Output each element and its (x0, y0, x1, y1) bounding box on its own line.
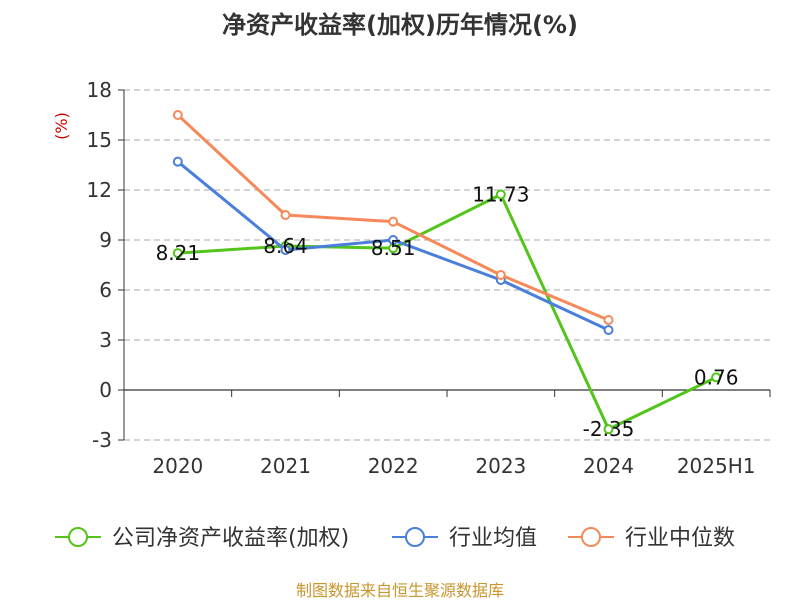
data-point (495, 270, 506, 280)
y-tick-label: 0 (99, 378, 112, 402)
data-point (603, 424, 614, 435)
grid-lines (124, 89, 770, 441)
legend: 公司净资产收益率(加权) 行业均值 行业中位数 (55, 526, 735, 551)
data-labels: 8.21 8.64 8.51 11.73 -2.35 0.76 (156, 183, 739, 442)
data-point (711, 372, 722, 383)
source-note: 制图数据来自恒生聚源数据库 (296, 581, 504, 600)
y-tick-label: 18 (87, 78, 112, 102)
data-label: -2.35 (583, 417, 635, 441)
legend-marker (581, 527, 601, 547)
data-point (603, 325, 614, 335)
x-tick-label: 2021 (260, 454, 311, 478)
data-label: 8.21 (156, 241, 201, 265)
y-axis-unit-label: (%) (52, 112, 71, 140)
legend-label: 公司净资产收益率(加权) (112, 526, 349, 551)
y-tick-label: 3 (99, 328, 112, 352)
y-tick-label: 12 (87, 178, 112, 202)
axes: 18 15 12 9 6 3 0 -3 2020 2021 2022 2023 2024 2025H1 (87, 78, 771, 478)
series-line (177, 193, 717, 431)
data-label: 8.64 (263, 234, 308, 258)
data-label: 8.51 (371, 236, 416, 260)
y-tick-label: -3 (92, 428, 112, 452)
data-point (388, 235, 399, 245)
y-tick-label: 9 (99, 228, 112, 252)
legend-label: 行业中位数 (625, 526, 735, 551)
data-point (388, 216, 399, 227)
y-tick-label: 6 (99, 278, 112, 302)
chart-title: 净资产收益率(加权)历年情况(%) (222, 11, 578, 39)
legend-marker (405, 527, 425, 547)
x-tick-label: 2023 (475, 454, 526, 478)
x-tick-label: 2024 (583, 454, 634, 478)
y-tick-label: 15 (87, 128, 112, 152)
series-lines (172, 110, 722, 435)
legend-marker (68, 527, 88, 547)
data-point (280, 210, 291, 220)
data-point (603, 315, 614, 325)
data-point (172, 156, 183, 167)
data-label: 11.73 (472, 183, 529, 207)
data-point (172, 248, 183, 259)
x-tick-label: 2020 (152, 454, 203, 478)
x-tick-label: 2025H1 (677, 454, 756, 478)
data-point (280, 245, 291, 255)
data-point (495, 189, 506, 200)
x-tick-label: 2022 (368, 454, 419, 478)
legend-label: 行业均值 (449, 526, 537, 551)
data-point (172, 110, 183, 120)
data-label: 0.76 (694, 365, 739, 389)
